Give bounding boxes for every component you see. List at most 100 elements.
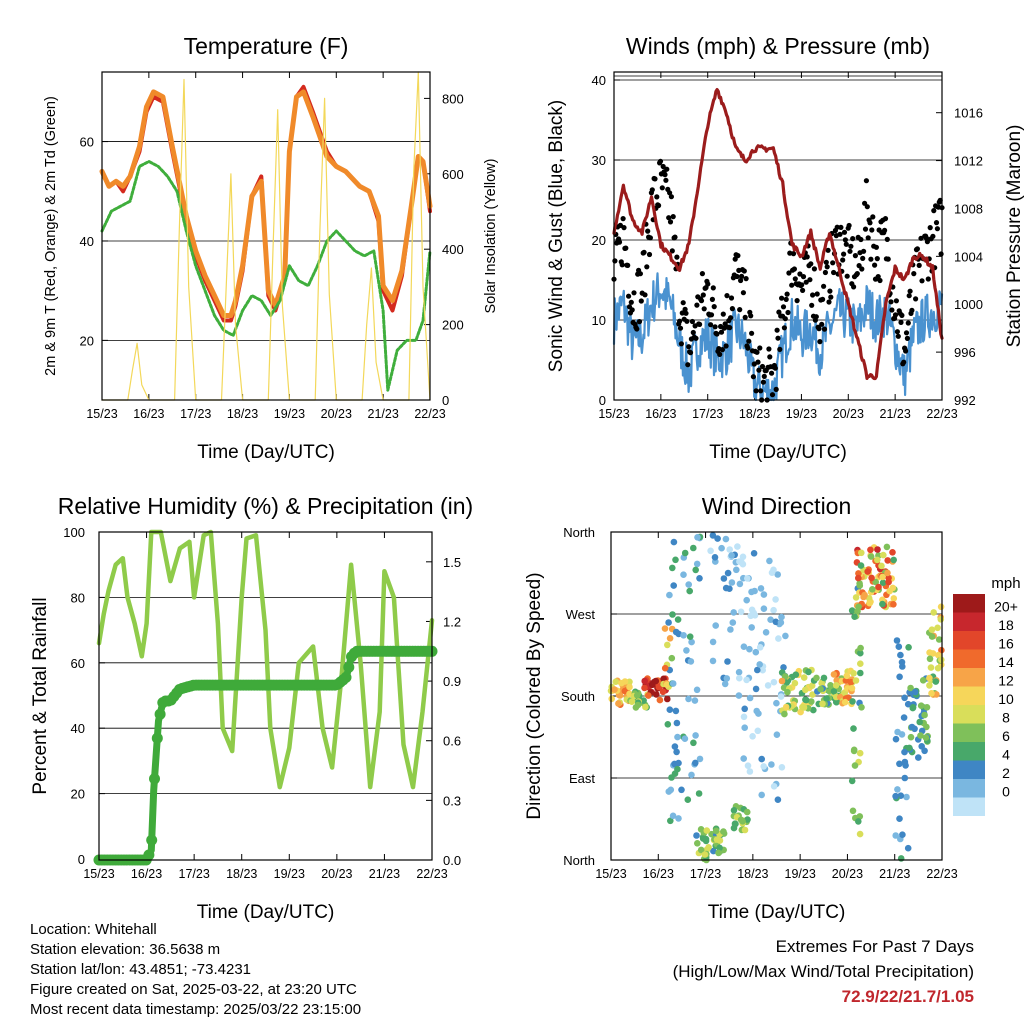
direction-point-274 [750,550,758,557]
direction-point-457 [856,830,864,838]
gust-point-161 [758,388,764,394]
direction-point-230 [733,566,740,574]
gust-point-215 [807,277,813,283]
series-sonic-wind [612,272,944,402]
direction-point-528 [861,591,868,599]
direction-point-123 [666,591,673,599]
direction-point-120 [696,755,704,763]
direction-point-96 [664,721,672,728]
gust-point-320 [903,348,909,354]
direction-point-618 [921,711,928,719]
gust-point-118 [718,329,725,335]
gust-point-359 [938,251,944,257]
gust-point-245 [834,224,840,230]
gust-point-191 [785,309,791,316]
gust-point-188 [782,316,788,322]
direction-point-219 [724,658,731,665]
gust-point-351 [931,208,937,214]
direction-point-324 [775,635,782,642]
direction-point-325 [746,768,754,775]
x-tick-label-2-0: 15/23 [83,867,114,881]
colorbar-label-1: 18 [998,617,1014,633]
gust-point-123 [723,343,729,349]
direction-point-548 [878,562,885,570]
plot-frame-3 [610,531,943,861]
direction-point-615 [908,723,916,731]
gust-point-106 [708,322,714,328]
direction-point-18 [615,700,622,707]
direction-point-205 [726,546,733,553]
direction-point-468 [849,807,857,815]
plot-frame-2 [98,531,433,861]
direction-point-519 [872,578,879,586]
direction-point-603 [909,704,917,711]
y2-tick-label-2-0: 0.0 [443,853,461,868]
direction-point-195 [712,827,720,835]
direction-point-649 [928,626,936,633]
gust-point-232 [822,269,829,276]
colorbar-swatch-2 [953,631,985,650]
direction-point-234 [726,585,733,592]
direction-point-125 [669,812,677,820]
plot-frame-0 [101,71,431,401]
direction-point-307 [782,632,789,640]
direction-point-560 [892,832,899,839]
gust-point-150 [748,313,754,319]
direction-point-602 [916,718,923,726]
gust-point-333 [914,246,921,252]
y2-axis-label-0: Solar Insolation (Yellow) [483,158,499,313]
gust-point-322 [904,335,911,341]
gust-point-216 [808,261,814,267]
direction-point-122 [674,616,682,623]
gust-point-99 [701,306,707,312]
gust-point-6 [616,239,623,245]
direction-point-530 [886,587,893,595]
y2-tick-label-1-6: 1016 [954,106,983,121]
direction-point-272 [741,724,748,731]
gust-point-177 [772,365,778,371]
gust-point-47 [654,194,660,200]
direction-point-106 [684,796,692,803]
gust-point-57 [663,177,669,183]
y-tick-label-2-3: 60 [71,656,85,671]
direction-point-108 [695,790,703,797]
direction-point-614 [906,744,913,752]
direction-point-248 [730,807,738,814]
direction-point-43 [628,698,636,705]
direction-point-532 [857,562,865,569]
gust-point-231 [821,326,828,332]
direction-point-300 [754,727,762,735]
gust-point-128 [728,315,734,321]
direction-point-372 [792,671,800,678]
direction-point-466 [852,677,860,684]
gust-point-228 [819,321,825,327]
colorbar-swatch-4 [953,668,985,687]
direction-point-504 [865,595,873,602]
colorbar-label-6: 8 [1002,709,1010,725]
direction-point-538 [855,574,862,582]
direction-point-347 [797,708,804,716]
direction-point-80 [649,681,656,689]
gust-point-158 [755,359,761,365]
gust-point-33 [641,249,647,255]
direction-point-22 [612,678,620,685]
direction-point-291 [754,666,761,674]
direction-point-136 [692,759,699,767]
direction-point-275 [760,591,768,598]
gust-point-179 [774,327,780,333]
gust-point-133 [732,256,738,262]
gust-point-98 [700,292,706,298]
direction-point-212 [728,579,736,586]
direction-point-218 [723,675,731,682]
direction-point-569 [904,700,912,708]
x-tick-label-1-2: 17/23 [692,407,723,421]
direction-point-563 [896,815,903,822]
direction-point-612 [915,754,922,761]
direction-point-577 [892,735,900,743]
y-tick-label-1-1: 10 [592,313,606,328]
direction-point-222 [724,569,732,577]
direction-point-180 [705,844,712,851]
direction-point-99 [685,581,692,588]
gust-point-282 [868,256,874,262]
